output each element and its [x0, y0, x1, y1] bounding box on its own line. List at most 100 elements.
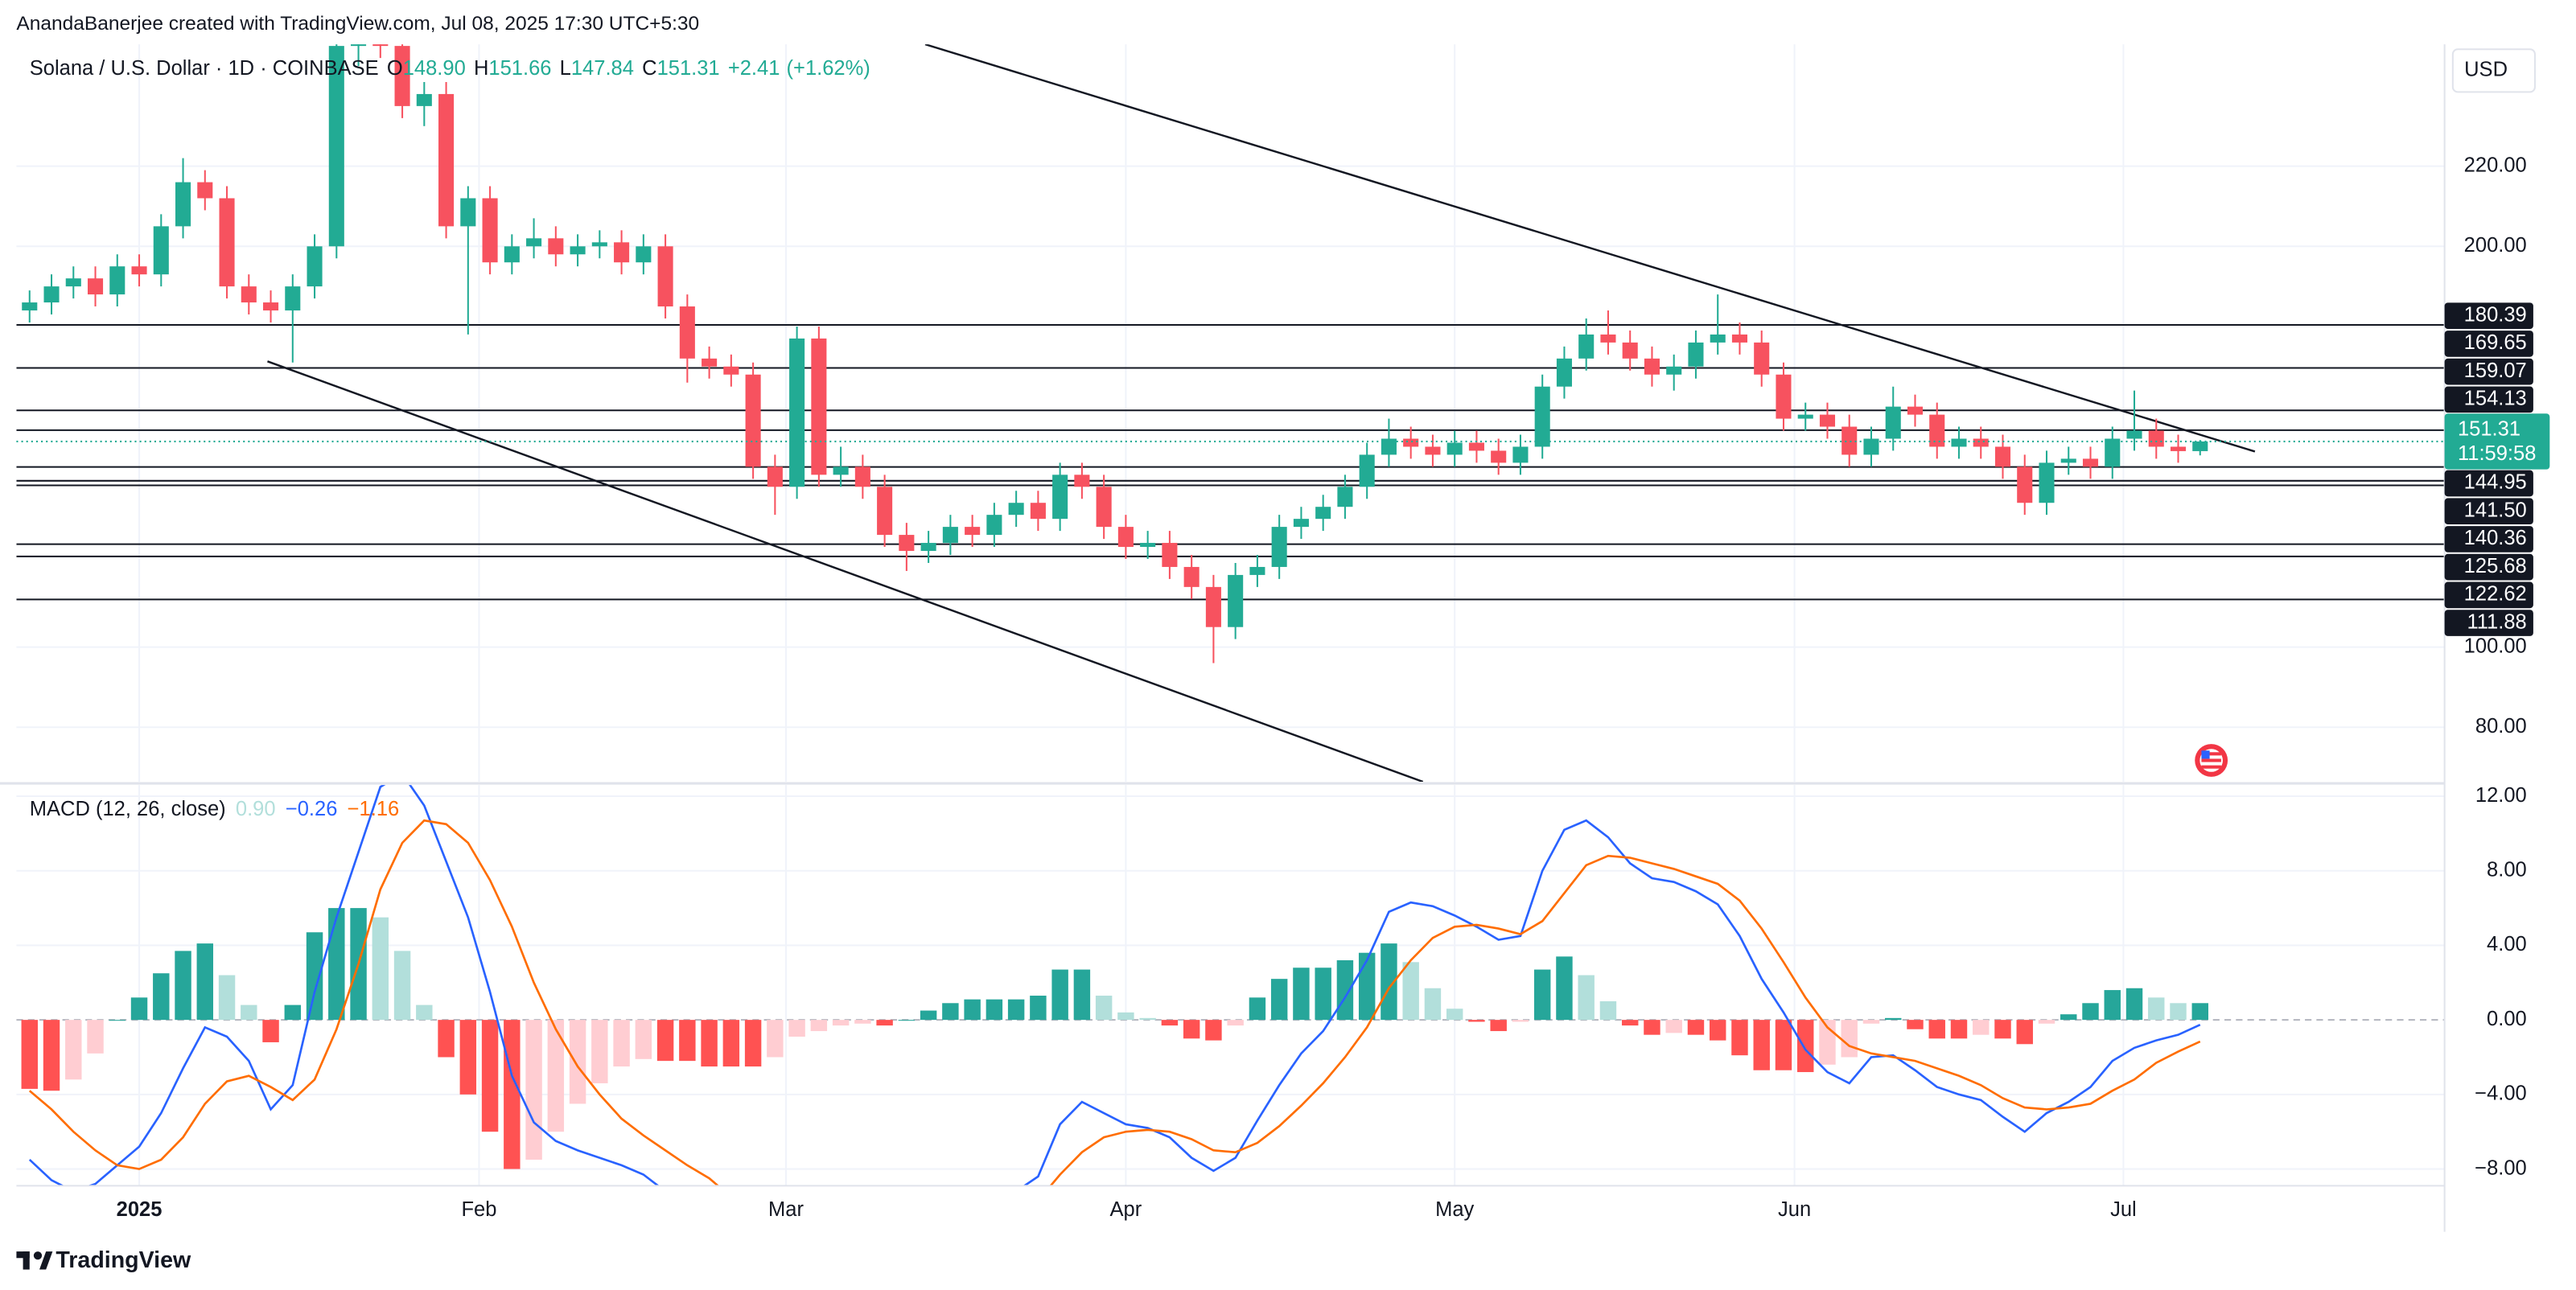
- histogram-bar: [1665, 1020, 1682, 1033]
- histogram-bar: [898, 1020, 916, 1021]
- legend: Solana / U.S. Dollar · 1D · COINBASE O148…: [30, 57, 870, 80]
- histogram-bar: [372, 917, 389, 1021]
- currency[interactable]: USD: [2464, 59, 2508, 81]
- candle-body: [1644, 358, 1660, 375]
- histogram-bar: [284, 1004, 302, 1021]
- candle-body: [65, 278, 81, 287]
- candle-body: [1052, 475, 1068, 520]
- level-label: 122.62: [2464, 583, 2527, 606]
- macd-tick-label: 12.00: [2475, 784, 2527, 807]
- flag-icon[interactable]: [2195, 744, 2228, 777]
- level-label: 141.50: [2464, 499, 2527, 521]
- candle-body: [570, 246, 586, 255]
- candle-body: [1863, 438, 1879, 455]
- candle-body: [1666, 366, 1682, 375]
- attribution: AnandaBanerjee created with TradingView.…: [16, 13, 699, 35]
- current-price-box: [2444, 413, 2550, 470]
- macd-value: 0.90: [236, 797, 276, 820]
- histogram-bar: [1950, 1020, 1968, 1039]
- candle-body: [1578, 334, 1595, 359]
- logo-part: [33, 1251, 43, 1260]
- candle-body: [394, 46, 410, 106]
- macd-tick-label: −4.00: [2475, 1083, 2527, 1105]
- candles: [16, 44, 2445, 783]
- macd-title: MACD (12, 26, close): [30, 797, 226, 820]
- candle-body: [767, 466, 783, 487]
- candle-body: [1994, 446, 2011, 467]
- candle-body: [636, 246, 652, 263]
- level-label-box: [2444, 358, 2533, 385]
- candle-body: [438, 93, 455, 227]
- candle-body: [614, 242, 630, 263]
- legend-value: 148.90: [403, 57, 466, 80]
- candle-body: [1381, 438, 1397, 455]
- candle-body: [1293, 519, 1309, 528]
- candle-body: [1249, 566, 1265, 575]
- candle-body: [1776, 374, 1792, 419]
- histogram-bar: [701, 1020, 718, 1067]
- candle-body: [1271, 527, 1287, 567]
- histogram-bar: [21, 1020, 38, 1089]
- flag-stripe[interactable]: [2201, 752, 2221, 756]
- histogram-bar: [767, 1020, 784, 1058]
- x-tick-label: Mar: [768, 1198, 804, 1221]
- candle-body: [1315, 507, 1331, 520]
- candle-body: [1205, 586, 1221, 627]
- currency-box[interactable]: [2451, 48, 2536, 93]
- histogram-bar: [854, 1020, 871, 1024]
- histogram-bar: [1644, 1020, 1660, 1035]
- candle-body: [263, 302, 279, 311]
- candle-body: [1228, 574, 1244, 627]
- histogram-bar: [1030, 996, 1047, 1021]
- histogram-bar: [613, 1020, 630, 1067]
- macd-pane: [21, 785, 2208, 1186]
- candle-body: [899, 535, 915, 552]
- histogram-bar: [1315, 968, 1331, 1021]
- histogram-bar: [241, 1004, 257, 1021]
- candle-body: [2060, 458, 2076, 463]
- y-tick-label: 100.00: [2464, 635, 2527, 657]
- candle-body: [241, 286, 257, 303]
- candle-body: [2148, 430, 2164, 447]
- candle-body: [1688, 342, 1704, 367]
- level-label-box: [2444, 553, 2533, 581]
- candle-body: [526, 238, 542, 247]
- candle-body: [219, 198, 235, 287]
- histogram-bar: [1775, 1020, 1792, 1070]
- histogram-bar: [1973, 1020, 1990, 1035]
- histogram-bar: [1381, 943, 1397, 1021]
- histogram-bar: [2148, 997, 2165, 1021]
- histogram-bar: [65, 1020, 82, 1080]
- candle-body: [197, 182, 213, 199]
- y-tick-label: 220.00: [2464, 154, 2527, 176]
- histogram-bar: [2104, 990, 2121, 1021]
- level-label-box: [2444, 610, 2533, 636]
- histogram-bar: [328, 908, 345, 1021]
- histogram-bar: [87, 1020, 104, 1054]
- x-tick-label: May: [1435, 1198, 1474, 1221]
- histogram-bar: [964, 999, 981, 1021]
- candle-body: [965, 527, 981, 536]
- histogram-bar: [43, 1020, 60, 1091]
- x-tick-label: Jun: [1778, 1198, 1811, 1221]
- candle-body: [2126, 430, 2142, 439]
- histogram-bar: [832, 1020, 850, 1026]
- x-tick-label: Apr: [1110, 1198, 1142, 1221]
- histogram-bar: [416, 1004, 433, 1021]
- level-label: 144.95: [2464, 471, 2527, 494]
- x-tick-label: Feb: [461, 1198, 496, 1221]
- level-label-box: [2444, 526, 2533, 553]
- histogram-bar: [744, 1020, 762, 1067]
- y-tick-label: 200.00: [2464, 234, 2527, 257]
- candle-body: [920, 543, 936, 552]
- histogram-bar: [942, 1003, 959, 1021]
- flag-canton[interactable]: [2201, 750, 2210, 759]
- flag-stripe[interactable]: [2201, 765, 2221, 769]
- macd-legend: MACD (12, 26, close) 0.90 −0.26 −1.16: [30, 797, 399, 820]
- candle-body: [2170, 446, 2187, 451]
- candle-body: [1819, 414, 1836, 427]
- macd-value: −1.16: [348, 797, 400, 820]
- flag-stripe[interactable]: [2201, 758, 2221, 762]
